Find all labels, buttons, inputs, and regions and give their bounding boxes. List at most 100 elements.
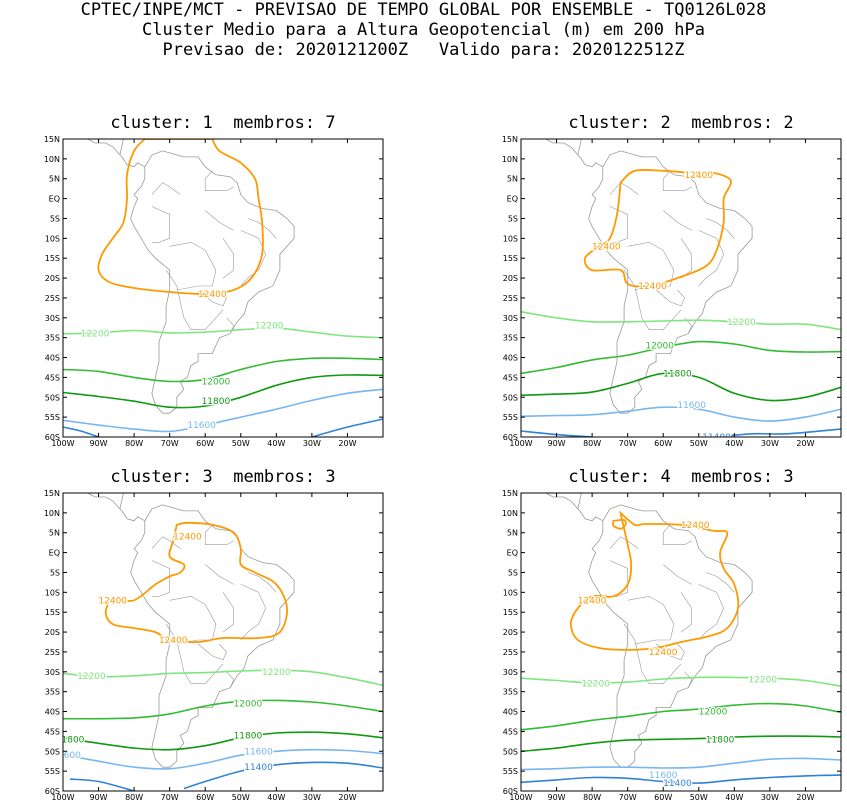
lat-label: 50S bbox=[45, 747, 60, 756]
lon-label: 50W bbox=[690, 793, 708, 802]
country-border bbox=[705, 218, 735, 239]
contour-line-c12000 bbox=[521, 340, 841, 375]
lon-label: 50W bbox=[690, 439, 708, 448]
contour-label: 11800 bbox=[202, 397, 231, 407]
map-panel-3: 12400 12400 12400 12200 12200 12000 11800 11800… bbox=[44, 489, 384, 802]
lat-label: 55S bbox=[503, 413, 518, 422]
contour-label: 11800 bbox=[663, 369, 692, 379]
lat-label: 20S bbox=[503, 274, 518, 283]
panel-title-cluster-2: cluster: 2 membros: 2 bbox=[568, 113, 794, 133]
lat-label: 5S bbox=[50, 568, 60, 577]
lat-label: 10N bbox=[502, 509, 518, 518]
contour-line-c11400 bbox=[183, 761, 383, 790]
lon-label: 20W bbox=[338, 793, 356, 802]
contour-label: 12400 bbox=[173, 533, 202, 543]
lat-label: 55S bbox=[45, 767, 60, 776]
south-america-coastline bbox=[130, 150, 295, 414]
country-border bbox=[627, 241, 675, 291]
country-border bbox=[204, 170, 234, 191]
contour-12400-closed bbox=[569, 510, 740, 651]
lat-label: 50S bbox=[45, 393, 60, 402]
central-america-coastline bbox=[87, 139, 145, 168]
country-border bbox=[623, 623, 682, 684]
contour-label: 12400 bbox=[159, 636, 188, 646]
contour-line-c12200 bbox=[521, 676, 841, 687]
country-border bbox=[698, 230, 725, 287]
lat-label: 35S bbox=[45, 334, 60, 343]
contour-line-c11800 bbox=[63, 731, 383, 751]
country-border bbox=[197, 643, 227, 661]
country-border bbox=[680, 238, 692, 279]
lon-label: 100W bbox=[51, 793, 74, 802]
lat-label: 30S bbox=[503, 668, 518, 677]
contour-label: 12000 bbox=[699, 708, 728, 718]
country-border bbox=[705, 572, 735, 593]
header-title-line2: Cluster Medio para a Altura Geopotencial… bbox=[142, 20, 705, 40]
contour-label: 12200 bbox=[727, 318, 756, 328]
lat-label: 15S bbox=[503, 608, 518, 617]
lat-label: 35S bbox=[503, 688, 518, 697]
contour-label: 11600 bbox=[649, 771, 678, 781]
contour-label: 11400 bbox=[244, 763, 273, 773]
map-panel-2: 12400 12400 12400 12200 12000 11800 11600 11400… bbox=[502, 135, 842, 448]
contour-line-c11400 bbox=[521, 774, 841, 784]
lat-label: 45S bbox=[503, 727, 518, 736]
lon-label: 90W bbox=[90, 793, 108, 802]
lon-label: 70W bbox=[161, 439, 179, 448]
lon-label: 60W bbox=[196, 793, 214, 802]
country-border bbox=[623, 269, 682, 330]
lon-label: 70W bbox=[619, 439, 637, 448]
contour-line-c12200 bbox=[63, 669, 383, 687]
contour-label: 12400 bbox=[649, 648, 678, 658]
lat-label: 10N bbox=[502, 155, 518, 164]
country-border bbox=[205, 210, 234, 231]
lon-label: 60W bbox=[654, 793, 672, 802]
lat-label: 10S bbox=[503, 588, 518, 597]
lon-label: 80W bbox=[583, 439, 601, 448]
country-border bbox=[151, 560, 170, 597]
contour-line-c12000 bbox=[521, 702, 841, 731]
lat-label: 50S bbox=[503, 747, 518, 756]
contour-label: 12000 bbox=[202, 377, 231, 387]
contour-line-c11400 bbox=[716, 428, 841, 437]
lon-label: 90W bbox=[548, 439, 566, 448]
country-border bbox=[663, 564, 692, 585]
lat-label: 60S bbox=[45, 433, 60, 442]
lat-label: 30S bbox=[45, 314, 60, 323]
contour-label: 12200 bbox=[255, 322, 284, 332]
lon-label: 50W bbox=[232, 439, 250, 448]
lon-label: 40W bbox=[267, 439, 285, 448]
contour-label: 11800 bbox=[706, 735, 735, 745]
contour-line-c11400 bbox=[63, 426, 99, 437]
contour-line-c11600 bbox=[63, 748, 383, 770]
caribbean-coastline bbox=[570, 139, 582, 155]
contour-line-c11800 bbox=[521, 735, 841, 753]
contour-12400-closed bbox=[104, 521, 288, 643]
contour-label: 12200 bbox=[581, 680, 610, 690]
country-border bbox=[205, 564, 234, 585]
lat-label: 20S bbox=[45, 274, 60, 283]
country-border bbox=[151, 536, 181, 549]
lon-label: 70W bbox=[619, 793, 637, 802]
lat-label: 45S bbox=[503, 373, 518, 382]
lat-label: 5N bbox=[49, 175, 60, 184]
map-panel-1: 12400 12200 12200 12000 11800 11600 15N 10N 5N EQ… bbox=[44, 119, 384, 448]
lon-label: 40W bbox=[725, 439, 743, 448]
caribbean-coastline bbox=[155, 119, 173, 127]
lat-label: 50S bbox=[503, 393, 518, 402]
contour-label: 11400 bbox=[702, 433, 731, 443]
lon-label: 50W bbox=[232, 793, 250, 802]
panel-title-cluster-4: cluster: 4 membros: 3 bbox=[568, 467, 794, 487]
contour-label: 12200 bbox=[81, 330, 110, 340]
lat-label: 5S bbox=[508, 214, 518, 223]
lat-label: 5N bbox=[507, 529, 518, 538]
contour-label: 12200 bbox=[77, 672, 106, 682]
caribbean-coastline bbox=[613, 473, 631, 481]
contour-label: 11400 bbox=[663, 779, 692, 789]
contour-line-c11400 bbox=[311, 418, 383, 437]
country-border bbox=[165, 623, 224, 684]
panel-title-cluster-1: cluster: 1 membros: 7 bbox=[110, 113, 336, 133]
country-border bbox=[247, 572, 277, 593]
country-border bbox=[165, 269, 224, 330]
lat-label: 10S bbox=[45, 234, 60, 243]
